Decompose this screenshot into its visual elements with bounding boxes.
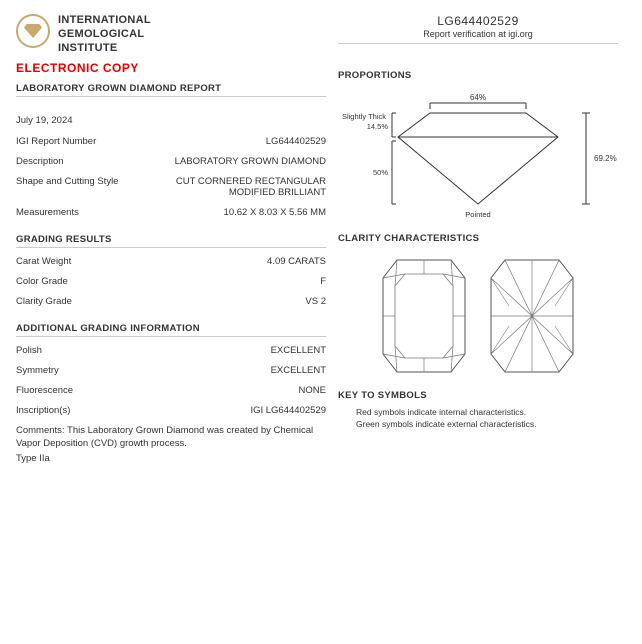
clarity-top-view bbox=[379, 256, 469, 376]
girdle-label: Slightly Thick bbox=[342, 112, 386, 121]
fluorescence-label: Fluorescence bbox=[16, 385, 299, 396]
color-value: F bbox=[320, 276, 326, 287]
igi-logo bbox=[16, 14, 50, 48]
measurements-label: Measurements bbox=[16, 207, 224, 218]
inscriptions-label: Inscription(s) bbox=[16, 405, 250, 416]
shape-label: Shape and Cutting Style bbox=[16, 176, 166, 187]
institute-line2: GEMOLOGICAL bbox=[58, 28, 151, 42]
proportions-diagram: 64% 14.5% Slightly Thick 50% bbox=[338, 89, 618, 219]
clarity-value: VS 2 bbox=[305, 296, 326, 307]
key-green-text: Green symbols indicate external characte… bbox=[356, 419, 618, 431]
table-pct: 64% bbox=[470, 93, 486, 102]
comments-type: Type IIa bbox=[16, 453, 326, 464]
clarity-diagrams bbox=[338, 256, 618, 376]
clarity-pavilion-view bbox=[487, 256, 577, 376]
description-label: Description bbox=[16, 156, 175, 167]
description-value: LABORATORY GROWN DIAMOND bbox=[175, 156, 326, 167]
additional-title: ADDITIONAL GRADING INFORMATION bbox=[16, 323, 326, 337]
culet-label: Pointed bbox=[465, 210, 490, 219]
verification-text: Report verification at igi.org bbox=[338, 29, 618, 44]
header: INTERNATIONAL GEMOLOGICAL INSTITUTE bbox=[16, 14, 326, 55]
clarity-title: CLARITY CHARACTERISTICS bbox=[338, 233, 618, 244]
total-depth-pct: 69.2% bbox=[594, 154, 617, 163]
inscriptions-value: IGI LG644402529 bbox=[250, 405, 326, 416]
report-number-label: IGI Report Number bbox=[16, 136, 266, 147]
report-title: LABORATORY GROWN DIAMOND REPORT bbox=[16, 83, 326, 97]
symmetry-label: Symmetry bbox=[16, 365, 271, 376]
institute-line1: INTERNATIONAL bbox=[58, 14, 151, 28]
carat-label: Carat Weight bbox=[16, 256, 267, 267]
measurements-value: 10.62 X 8.03 X 5.56 MM bbox=[224, 207, 326, 218]
report-date: July 19, 2024 bbox=[16, 115, 326, 126]
crown-pct: 14.5% bbox=[367, 122, 389, 131]
symmetry-value: EXCELLENT bbox=[271, 365, 326, 376]
fluorescence-value: NONE bbox=[299, 385, 326, 396]
clarity-label: Clarity Grade bbox=[16, 296, 305, 307]
color-label: Color Grade bbox=[16, 276, 320, 287]
shape-value: CUT CORNERED RECTANGULAR MODIFIED BRILLI… bbox=[166, 176, 326, 198]
electronic-copy-label: ELECTRONIC COPY bbox=[16, 61, 326, 75]
polish-label: Polish bbox=[16, 345, 271, 356]
polish-value: EXCELLENT bbox=[271, 345, 326, 356]
grading-results-title: GRADING RESULTS bbox=[16, 234, 326, 248]
report-number-value: LG644402529 bbox=[266, 136, 326, 147]
pavilion-pct: 50% bbox=[373, 168, 388, 177]
carat-value: 4.09 CARATS bbox=[267, 256, 326, 267]
proportions-title: PROPORTIONS bbox=[338, 70, 618, 81]
key-red-text: Red symbols indicate internal characteri… bbox=[356, 407, 618, 419]
key-title: KEY TO SYMBOLS bbox=[338, 390, 618, 401]
institute-line3: INSTITUTE bbox=[58, 42, 151, 56]
top-report-number: LG644402529 bbox=[338, 14, 618, 28]
comments-label: Comments: bbox=[16, 425, 65, 436]
